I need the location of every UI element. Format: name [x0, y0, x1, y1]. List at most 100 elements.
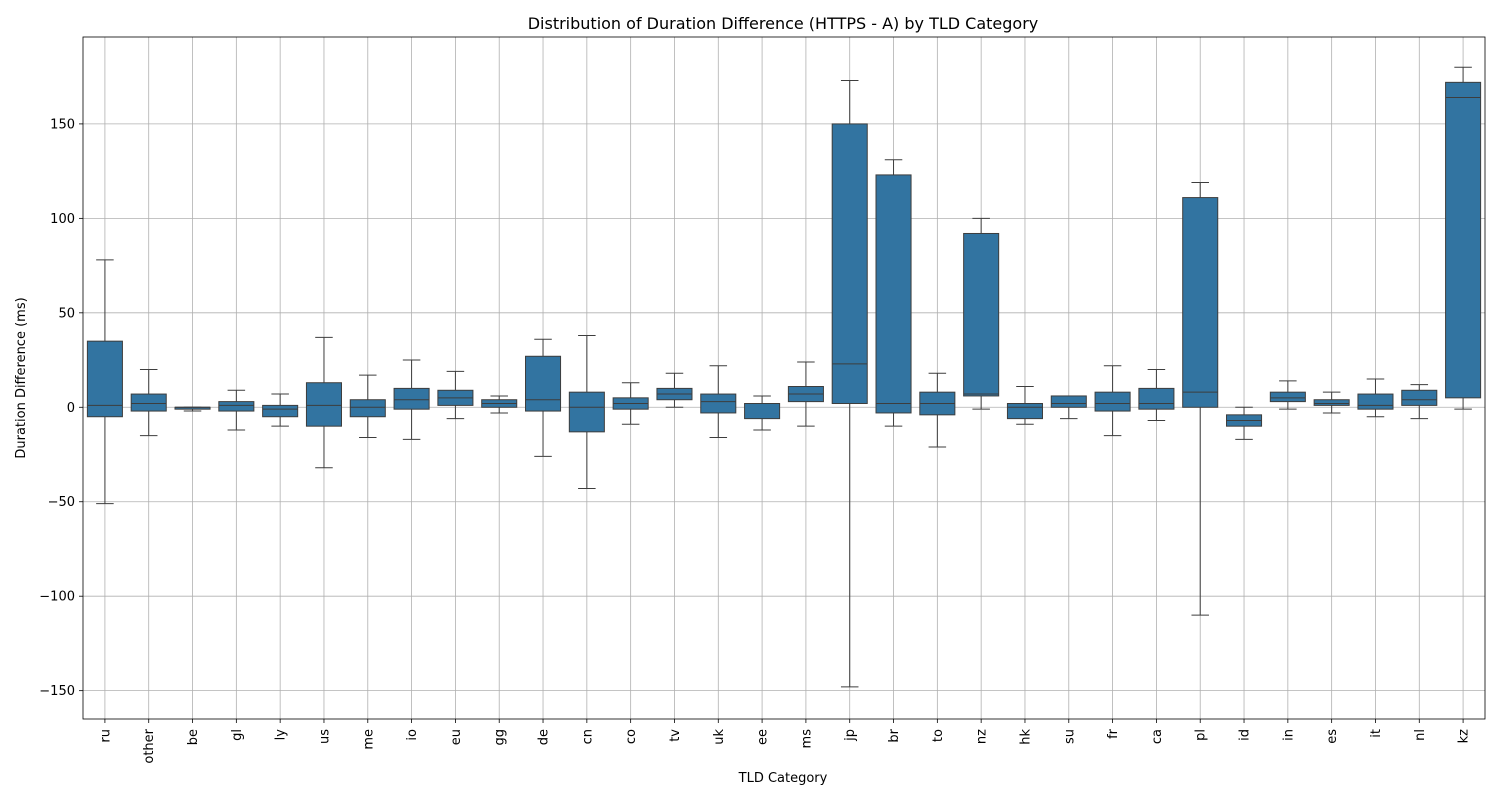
x-tick-label-nl: nl	[1413, 729, 1428, 741]
y-tick-label: −100	[39, 590, 75, 605]
x-tick-label-fr: fr	[1106, 728, 1121, 739]
x-tick-label-me: me	[361, 729, 376, 750]
x-tick-label-ee: ee	[756, 729, 771, 745]
x-tick-label-in: in	[1281, 729, 1296, 741]
box-iqr	[1401, 389, 1438, 406]
x-tick-label-other: other	[142, 728, 157, 763]
box-uk	[700, 365, 737, 439]
box-iqr	[305, 382, 342, 427]
x-tick-label-eu: eu	[449, 729, 464, 745]
box-id	[1226, 406, 1263, 440]
box-iqr	[831, 123, 868, 405]
box-gl	[218, 389, 255, 431]
x-tick-label-tv: tv	[668, 729, 683, 742]
box-es	[1313, 391, 1350, 414]
x-tick-label-id: id	[1238, 729, 1253, 741]
box-iqr	[86, 340, 123, 418]
box-iqr	[1006, 403, 1043, 420]
box-iqr	[875, 174, 912, 414]
box-iqr	[1138, 387, 1175, 410]
box-de	[525, 338, 562, 457]
y-tick-label: 0	[67, 401, 75, 416]
x-tick-label-br: br	[887, 728, 902, 742]
x-tick-label-hk: hk	[1018, 729, 1033, 745]
y-tick-label: −150	[39, 684, 75, 699]
x-tick-label-be: be	[186, 729, 201, 745]
box-iqr	[525, 355, 562, 412]
x-tick-label-es: es	[1325, 729, 1340, 744]
box-jp	[831, 79, 868, 688]
x-tick-label-cn: cn	[580, 729, 595, 744]
box-pl	[1182, 181, 1219, 616]
x-tick-label-nz: nz	[975, 729, 990, 744]
box-co	[612, 382, 649, 425]
box-series	[86, 66, 1482, 688]
x-tick-label-jp: jp	[843, 729, 858, 742]
box-iqr	[130, 393, 167, 412]
box-us	[305, 336, 342, 469]
box-iqr	[568, 391, 605, 433]
x-tick-label-ca: ca	[1150, 729, 1165, 744]
box-to	[919, 372, 956, 448]
box-in	[1269, 380, 1306, 410]
box-ms	[787, 361, 824, 427]
box-su	[1050, 395, 1087, 420]
box-ee	[744, 395, 781, 431]
y-tick-label: 150	[50, 117, 75, 132]
y-axis-label: Duration Difference (ms)	[14, 297, 29, 458]
box-hk	[1006, 386, 1043, 425]
box-iqr	[262, 404, 299, 418]
y-tick-label: 100	[50, 212, 75, 227]
box-iqr	[700, 393, 737, 414]
x-tick-label-gl: gl	[230, 729, 245, 741]
x-tick-label-gg: gg	[493, 729, 508, 746]
box-ly	[262, 393, 299, 427]
chart-title: Distribution of Duration Difference (HTT…	[528, 14, 1039, 33]
x-tick-label-su: su	[1062, 729, 1077, 744]
x-tick-label-pl: pl	[1194, 729, 1209, 741]
box-gg	[481, 395, 518, 414]
x-tick-label-it: it	[1369, 729, 1384, 738]
box-iqr	[218, 401, 255, 412]
box-other	[130, 368, 167, 437]
x-tick-label-de: de	[537, 729, 552, 745]
box-iqr	[349, 399, 386, 418]
box-iqr	[1094, 391, 1131, 412]
grid-lines	[83, 37, 1485, 719]
box-eu	[437, 370, 474, 420]
x-tick-label-us: us	[317, 729, 332, 744]
box-ru	[86, 259, 123, 505]
box-iqr	[1445, 81, 1482, 399]
box-iqr	[1313, 399, 1350, 406]
box-br	[875, 159, 912, 427]
box-tv	[656, 372, 693, 408]
box-iqr	[1357, 393, 1394, 410]
box-be	[174, 406, 211, 412]
plot-frame	[82, 36, 1486, 720]
box-nz	[963, 217, 1000, 410]
x-tick-label-to: to	[931, 729, 946, 742]
box-iqr	[744, 403, 781, 420]
box-it	[1357, 378, 1394, 418]
box-cn	[568, 334, 605, 490]
box-ca	[1138, 368, 1175, 422]
box-nl	[1401, 384, 1438, 420]
x-tick-label-uk: uk	[712, 729, 727, 745]
axes: −150 −100 −50 0 50 100 150 ru other be gl ly us me io e…	[39, 117, 1471, 763]
box-iqr	[963, 232, 1000, 397]
box-fr	[1094, 365, 1131, 437]
box-iqr	[1182, 197, 1219, 408]
x-tick-label-ly: ly	[274, 729, 289, 741]
box-iqr	[1050, 395, 1087, 408]
box-io	[393, 359, 430, 440]
x-tick-label-co: co	[624, 729, 639, 744]
x-tick-label-ms: ms	[799, 729, 814, 749]
box-iqr	[393, 387, 430, 410]
y-tick-label: 50	[58, 306, 75, 321]
x-tick-label-ru: ru	[98, 729, 113, 743]
x-tick-label-io: io	[405, 729, 420, 741]
box-me	[349, 374, 386, 439]
x-axis-label: TLD Category	[738, 771, 828, 786]
x-tick-label-kz: kz	[1457, 729, 1472, 744]
